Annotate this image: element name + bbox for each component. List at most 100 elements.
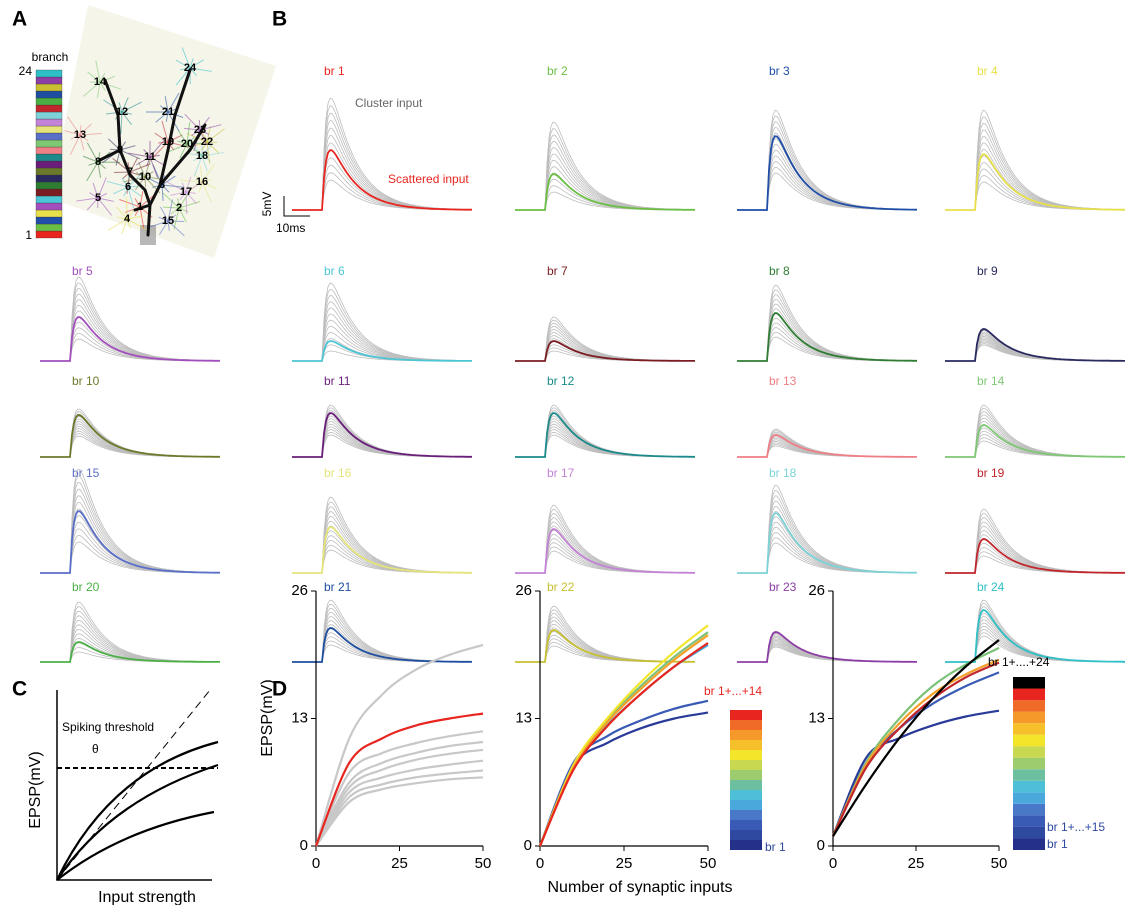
branch-number: 12 [116, 106, 128, 118]
scattered-trace [945, 153, 1126, 211]
dendrite [119, 145, 136, 151]
gray-trace [40, 299, 220, 362]
scattered-trace [515, 340, 695, 362]
dendrite [186, 136, 195, 145]
colorbar-cell [35, 118, 63, 127]
dendrite [166, 143, 188, 154]
branch-number: 14 [94, 76, 107, 88]
gray-trace [292, 418, 472, 458]
colorbar-cell [35, 146, 63, 155]
panel-label: B [272, 8, 287, 31]
colorbar-cell [35, 160, 63, 169]
gray-trace [40, 528, 220, 574]
branch-number: 9 [117, 144, 123, 156]
dendrite [201, 155, 208, 172]
scattered-trace [737, 135, 917, 211]
dendrite [118, 102, 123, 113]
gray-trace [737, 155, 917, 211]
branch-number: 24 [184, 62, 197, 74]
colorbar-cell [35, 174, 63, 183]
dendrite [201, 181, 212, 203]
gray-trace [515, 641, 695, 663]
colorbar-cell [35, 76, 63, 85]
legend-colorbar-cell [1013, 734, 1045, 747]
dendrite [97, 152, 101, 163]
trace-label: br 21 [324, 580, 352, 594]
gray-trace [515, 550, 695, 574]
dendrite [164, 96, 169, 113]
dendrite [121, 178, 129, 188]
dendrite [97, 197, 112, 216]
scale-bar [283, 196, 310, 217]
dendrite [149, 156, 165, 166]
legend-label: br 1+....+24 [988, 655, 1050, 669]
gray-trace [292, 540, 472, 574]
gray-trace [40, 293, 220, 362]
dendrite [88, 161, 99, 166]
x-tick-label: 0 [312, 855, 320, 872]
colorbar-cell [35, 69, 63, 78]
branch-number: 21 [162, 106, 174, 118]
cluster-trace [737, 484, 917, 574]
gray-trace [515, 521, 695, 574]
branch-number: 4 [124, 213, 131, 225]
dendrite [167, 220, 170, 231]
gray-trace [737, 532, 917, 574]
dendrite [116, 206, 128, 220]
dendrite [121, 218, 128, 235]
neuron-trunk [98, 68, 207, 237]
legend-colorbar-cell [730, 770, 762, 780]
gray-trace [515, 128, 696, 211]
epsp-curve [831, 646, 1000, 837]
trace-label: br 24 [977, 580, 1005, 594]
gray-trace [40, 606, 221, 663]
dendrite [202, 132, 208, 143]
c-y-label: EPSP(mV) [27, 751, 44, 828]
dendrite [139, 191, 144, 208]
legend-colorbar-cell [1013, 723, 1045, 735]
epsp-curve [314, 712, 484, 847]
gray-trace [945, 135, 1125, 211]
gray-trace [40, 304, 221, 362]
colorbar-cell [35, 202, 63, 211]
gray-trace [737, 327, 918, 362]
gray-trace [737, 322, 917, 362]
dendrite [189, 67, 212, 72]
dendrite [167, 220, 185, 223]
legend-colorbar-cell [730, 810, 762, 820]
gray-trace [292, 288, 472, 362]
dendrite [158, 216, 169, 222]
scattered-trace [292, 340, 472, 362]
morphology-background [50, 5, 276, 258]
dendrite [175, 67, 191, 86]
gray-trace [515, 325, 696, 362]
gray-trace [40, 430, 220, 458]
gray-trace [737, 331, 917, 362]
colorbar-title: branch [32, 50, 69, 64]
cluster-trace [40, 468, 221, 574]
legend-colorbar-cell [730, 730, 762, 740]
trace-label: br 17 [547, 466, 575, 480]
colorbar-cell [35, 97, 63, 106]
gray-trace [292, 640, 472, 663]
gray-trace [945, 162, 1125, 211]
gray-trace [292, 332, 472, 362]
gray-trace [737, 115, 917, 211]
gray-trace [515, 159, 695, 211]
dendrite [191, 129, 201, 137]
branch-number: 3 [159, 179, 165, 191]
dendrite [173, 207, 180, 230]
dendrite [126, 218, 147, 231]
dendrite [179, 191, 187, 201]
gray-trace [515, 423, 695, 458]
dendrite [175, 59, 191, 69]
y-tick-label: 26 [808, 582, 825, 599]
gray-trace [515, 620, 695, 663]
dendrite [89, 192, 99, 199]
dendrite [127, 186, 142, 197]
gray-trace [40, 535, 220, 574]
branch-number: 8 [95, 156, 101, 168]
dendrite [134, 198, 141, 208]
dendrite [167, 214, 177, 222]
